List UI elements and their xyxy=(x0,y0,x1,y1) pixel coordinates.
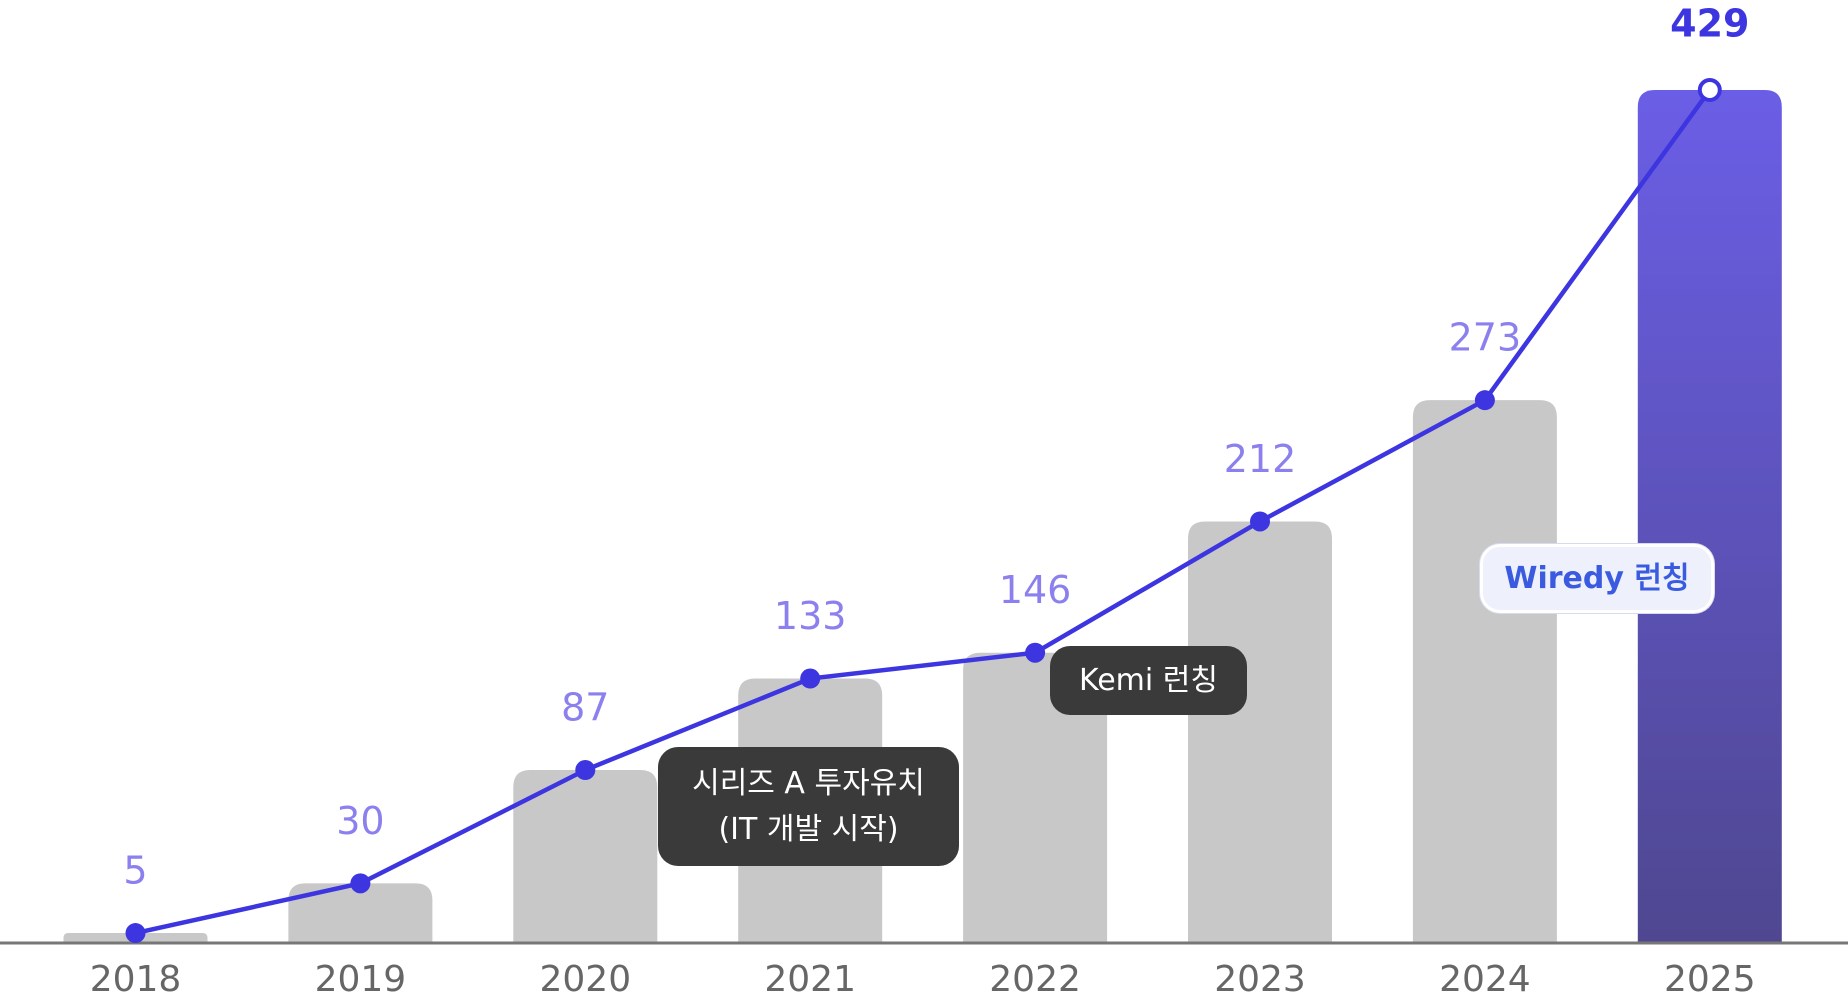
point xyxy=(1474,390,1495,411)
bar xyxy=(288,883,433,943)
point xyxy=(1697,78,1722,102)
value-label: 273 xyxy=(1449,316,1522,360)
bar xyxy=(1188,521,1332,943)
point xyxy=(350,873,371,894)
line xyxy=(135,88,1712,936)
annotation-text: Kemi 런칭 xyxy=(1079,662,1218,698)
annotation-text: (IT 개발 시작) xyxy=(718,811,899,847)
value-label: 146 xyxy=(999,568,1072,612)
value-label: 30 xyxy=(336,799,384,843)
x-tick-label: 2019 xyxy=(315,959,407,1000)
point xyxy=(1025,642,1046,663)
annotation: Wiredy 런칭 xyxy=(1480,544,1714,613)
x-tick-label: 2025 xyxy=(1664,959,1756,1000)
annotation-text: Wiredy 런칭 xyxy=(1504,560,1690,596)
x-tick-label: 2024 xyxy=(1439,959,1531,1000)
x-tick-label: 2023 xyxy=(1214,959,1306,1000)
bar xyxy=(963,652,1108,943)
x-tick-label: 2022 xyxy=(989,959,1081,1000)
bar xyxy=(513,770,658,943)
annotation: Kemi 런칭 xyxy=(1050,646,1247,715)
x-tick-label: 2018 xyxy=(90,959,182,1000)
bar xyxy=(1412,400,1557,943)
annotation-text: 시리즈 A 투자유치 xyxy=(692,765,925,801)
value-label: 429 xyxy=(1670,2,1749,46)
point xyxy=(125,923,146,944)
annotation: 시리즈 A 투자유치 (IT 개발 시작) xyxy=(658,747,959,866)
x-tick-label: 2021 xyxy=(764,959,856,1000)
x-tick-label: 2020 xyxy=(539,959,631,1000)
bar xyxy=(1637,90,1782,943)
point xyxy=(575,760,596,781)
value-label: 87 xyxy=(561,686,609,730)
point xyxy=(1250,511,1270,532)
point xyxy=(800,668,821,689)
value-label: 5 xyxy=(123,849,147,893)
value-label: 212 xyxy=(1224,437,1297,481)
value-label: 133 xyxy=(774,594,847,638)
